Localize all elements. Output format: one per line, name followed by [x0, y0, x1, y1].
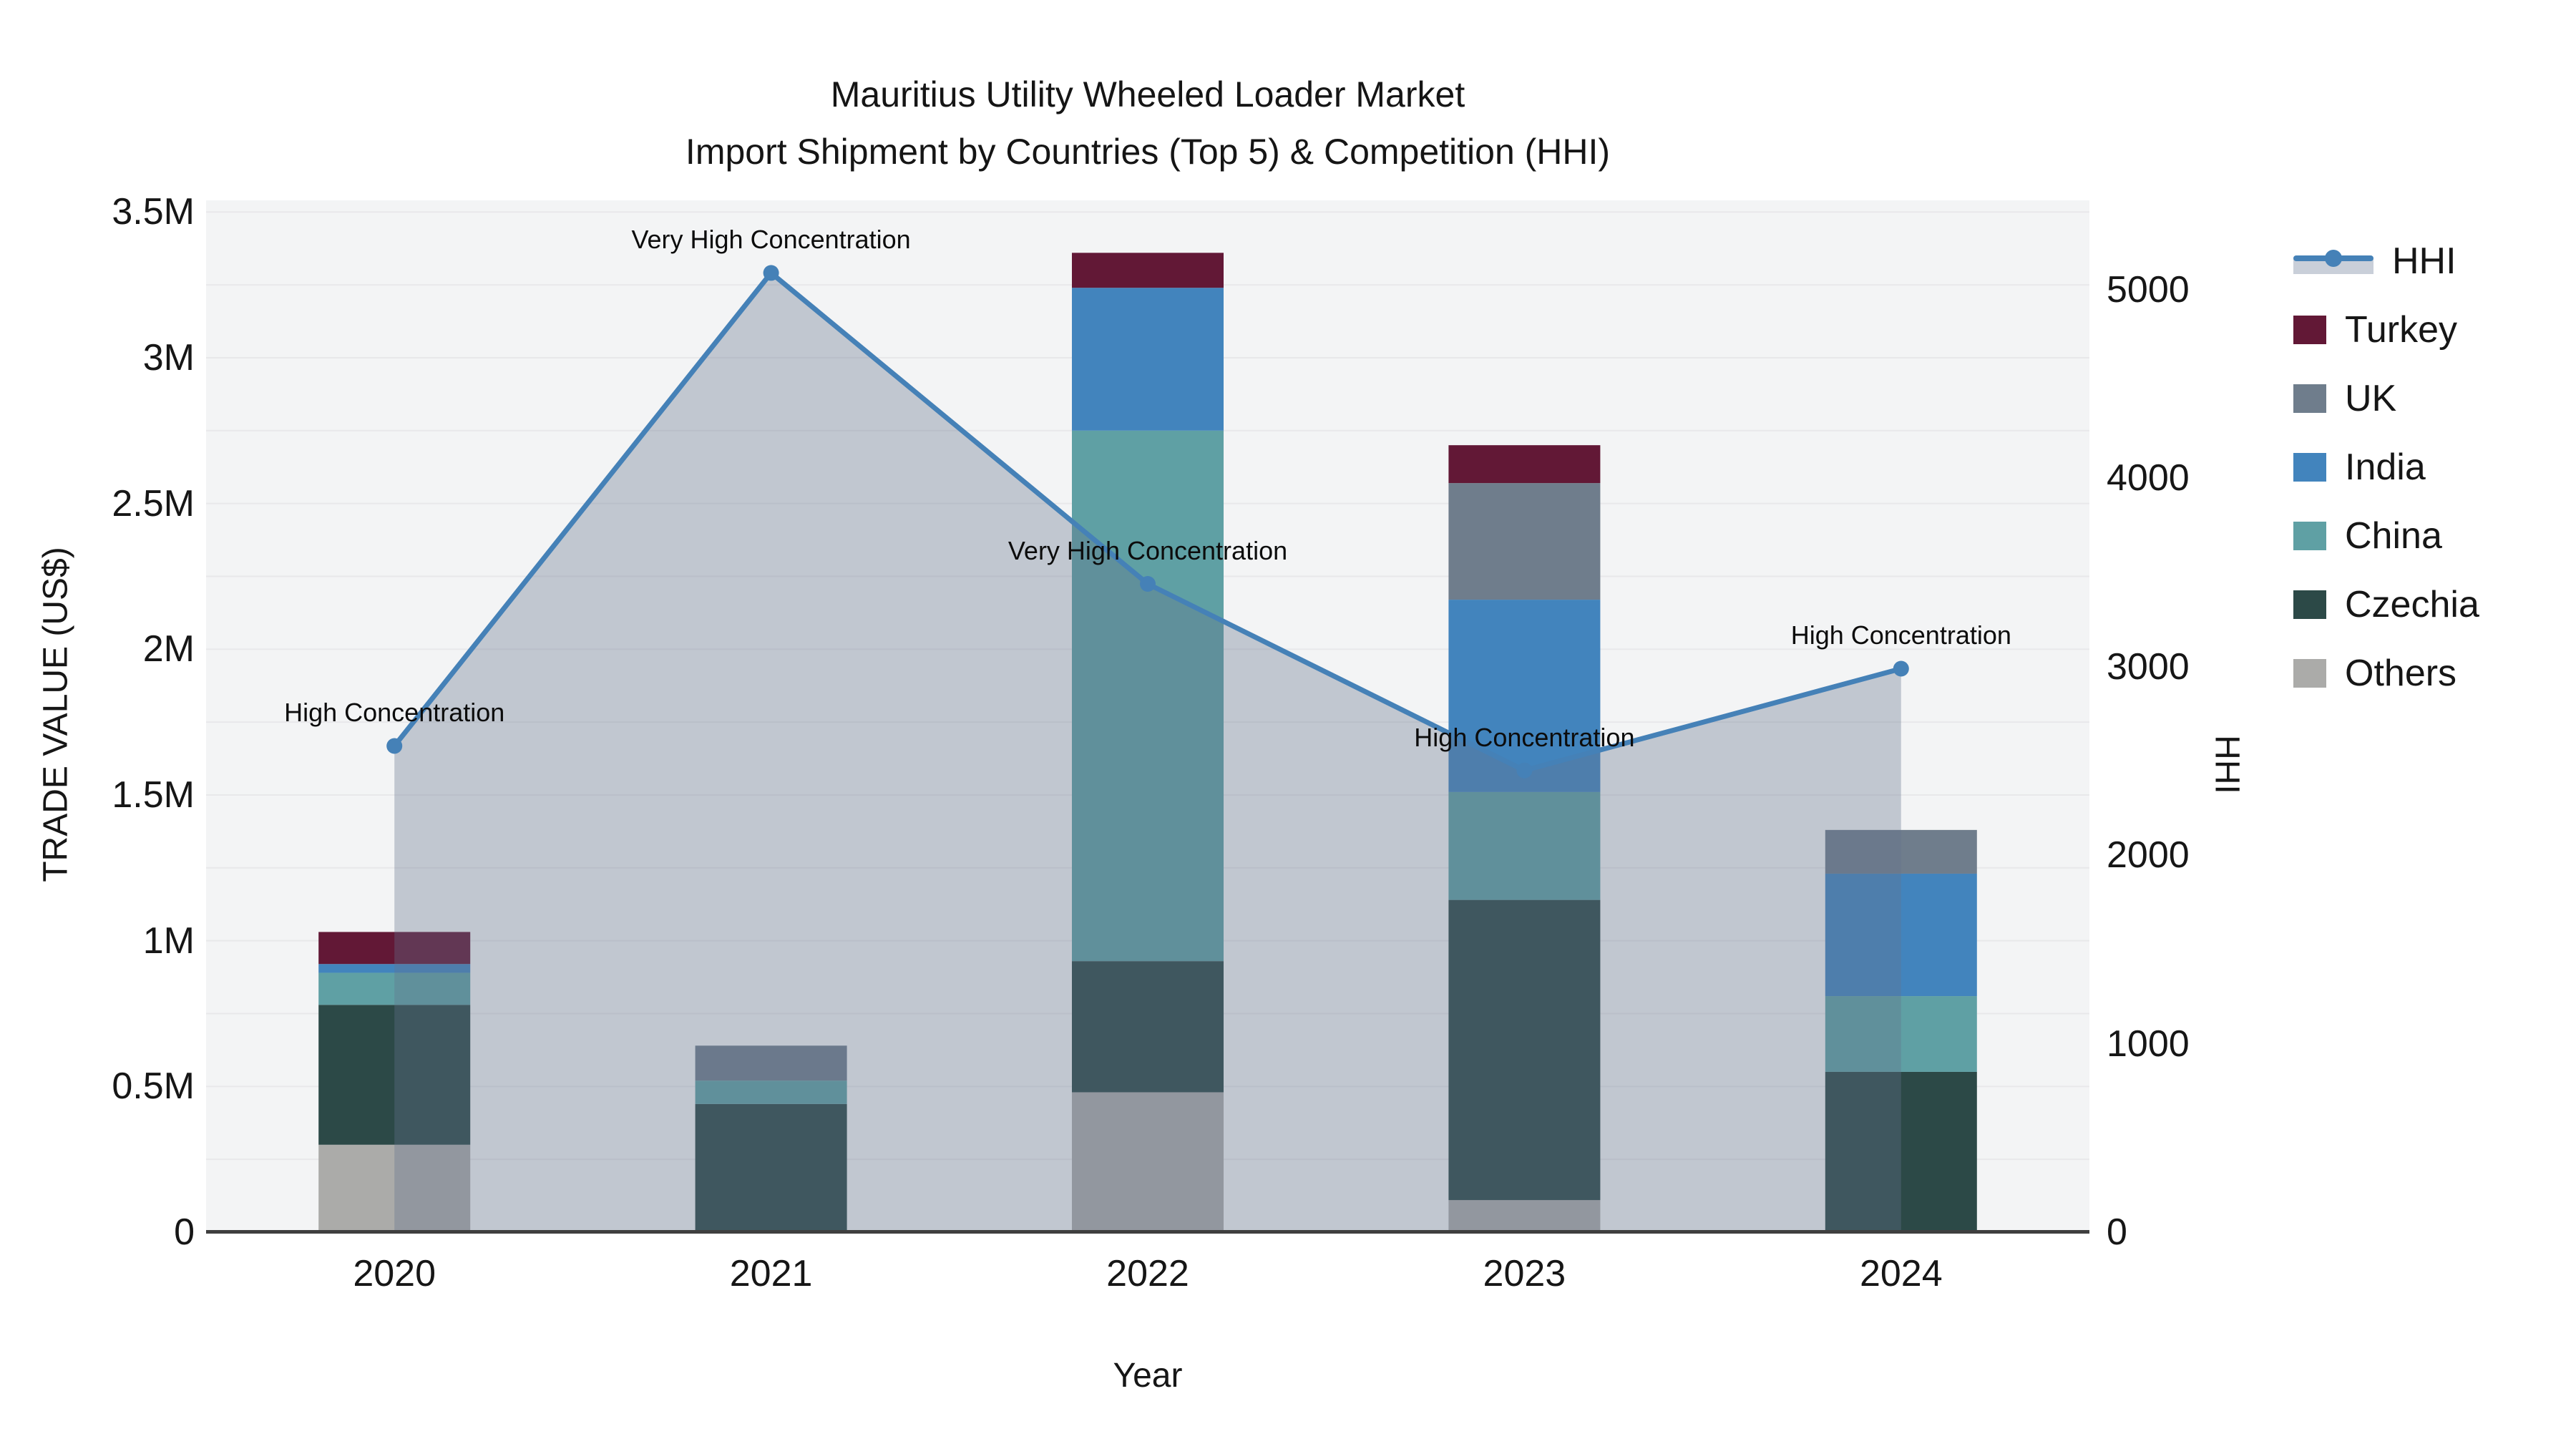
legend-swatch-icon — [2293, 453, 2326, 482]
bar-segment-2023-turkey[interactable] — [1448, 445, 1601, 484]
annotation-2024: High Concentration — [1790, 620, 2011, 650]
legend-label: India — [2345, 447, 2426, 488]
legend-label: China — [2345, 515, 2442, 557]
hhi-marker-2021[interactable] — [763, 265, 779, 281]
bar-segment-2024-china[interactable] — [1825, 996, 1977, 1072]
bar-segment-2021-uk[interactable] — [695, 1045, 847, 1081]
y-left-tick-1M: 1M — [142, 919, 195, 962]
bar-segment-2020-others[interactable] — [318, 1144, 471, 1232]
bar-segment-2022-india[interactable] — [1072, 288, 1224, 431]
legend-item-czechia[interactable]: Czechia — [2293, 583, 2479, 626]
y-left-tick-3.5M: 3.5M — [112, 191, 195, 233]
bar-segment-2023-india[interactable] — [1448, 600, 1601, 792]
hhi-legend-sample-icon — [2293, 245, 2373, 277]
hhi-marker-2020[interactable] — [386, 738, 403, 754]
bar-segment-2024-uk[interactable] — [1825, 829, 1977, 874]
chart-title: Mauritius Utility Wheeled Loader Market … — [146, 66, 2150, 180]
chart-title-line1: Mauritius Utility Wheeled Loader Market — [830, 74, 1465, 114]
legend-swatch-icon — [2293, 590, 2326, 619]
hhi-area-fill — [394, 273, 1901, 1233]
bar-segment-2020-turkey[interactable] — [318, 932, 471, 965]
legend-label: HHI — [2392, 240, 2457, 282]
y-left-tick-2M: 2M — [142, 628, 195, 670]
y-right-tick-2000: 2000 — [2107, 834, 2190, 877]
bar-segment-2022-turkey[interactable] — [1072, 253, 1224, 288]
x-tick-2021: 2021 — [729, 1253, 813, 1294]
x-tick-2024: 2024 — [1859, 1253, 1943, 1294]
bar-segment-2020-india[interactable] — [318, 964, 471, 973]
legend-label: Turkey — [2345, 309, 2457, 351]
legend-swatch-icon — [2293, 316, 2326, 344]
legend-item-india[interactable]: India — [2293, 446, 2426, 489]
y-left-tick-2.5M: 2.5M — [112, 482, 195, 525]
hhi-marker-2022[interactable] — [1140, 575, 1156, 592]
x-tick-2020: 2020 — [353, 1253, 436, 1294]
legend-label: UK — [2345, 378, 2397, 419]
legend-item-turkey[interactable]: Turkey — [2293, 308, 2457, 351]
bar-segment-2024-czechia[interactable] — [1825, 1071, 1977, 1232]
y-right-tick-0: 0 — [2107, 1211, 2127, 1253]
bar-segment-2020-china[interactable] — [318, 972, 471, 1005]
legend-swatch-icon — [2293, 522, 2326, 550]
bar-segment-2022-others[interactable] — [1072, 1092, 1224, 1232]
y-right-tick-3000: 3000 — [2107, 645, 2190, 688]
annotation-2023: High Concentration — [1414, 722, 1635, 752]
legend-swatch-icon — [2293, 384, 2326, 413]
y-left-tick-0.5M: 0.5M — [112, 1065, 195, 1108]
y-left-tick-3M: 3M — [142, 336, 195, 379]
bar-segment-2022-china[interactable] — [1072, 430, 1224, 962]
y-axis-right-title: HHI — [2207, 735, 2246, 794]
x-tick-2023: 2023 — [1483, 1253, 1566, 1294]
x-axis-title: Year — [1113, 1357, 1183, 1395]
x-tick-2022: 2022 — [1106, 1253, 1189, 1294]
legend-item-china[interactable]: China — [2293, 514, 2442, 557]
annotation-2020: High Concentration — [284, 698, 505, 728]
bar-segment-2020-czechia[interactable] — [318, 1005, 471, 1145]
bar-segment-2023-others[interactable] — [1448, 1200, 1601, 1232]
hhi-marker-2024[interactable] — [1893, 660, 1909, 677]
chart-title-line2: Import Shipment by Countries (Top 5) & C… — [685, 132, 1611, 172]
gridline — [206, 211, 2089, 213]
bar-segment-2022-czechia[interactable] — [1072, 961, 1224, 1093]
legend-label: Others — [2345, 653, 2457, 694]
y-left-tick-1.5M: 1.5M — [112, 774, 195, 816]
legend-item-hhi[interactable]: HHI — [2293, 240, 2457, 283]
legend-item-uk[interactable]: UK — [2293, 377, 2396, 420]
bar-segment-2021-china[interactable] — [695, 1080, 847, 1104]
bar-segment-2023-china[interactable] — [1448, 791, 1601, 900]
hhi-marker-2023[interactable] — [1516, 762, 1533, 779]
bar-segment-2024-india[interactable] — [1825, 873, 1977, 997]
y-axis-left-title: TRADE VALUE (US$) — [36, 547, 75, 882]
annotation-2022: Very High Concentration — [1008, 535, 1288, 565]
annotation-2021: Very High Concentration — [631, 225, 911, 255]
x-axis-line — [206, 1230, 2089, 1234]
legend-swatch-icon — [2293, 659, 2326, 688]
y-left-tick-0: 0 — [174, 1211, 195, 1253]
legend-label: Czechia — [2345, 584, 2479, 625]
legend-item-others[interactable]: Others — [2293, 652, 2457, 695]
bar-segment-2023-uk[interactable] — [1448, 483, 1601, 600]
y-right-tick-5000: 5000 — [2107, 269, 2190, 311]
y-right-tick-4000: 4000 — [2107, 457, 2190, 499]
bar-segment-2023-czechia[interactable] — [1448, 899, 1601, 1201]
y-right-tick-1000: 1000 — [2107, 1023, 2190, 1065]
bar-segment-2021-czechia[interactable] — [695, 1103, 847, 1232]
